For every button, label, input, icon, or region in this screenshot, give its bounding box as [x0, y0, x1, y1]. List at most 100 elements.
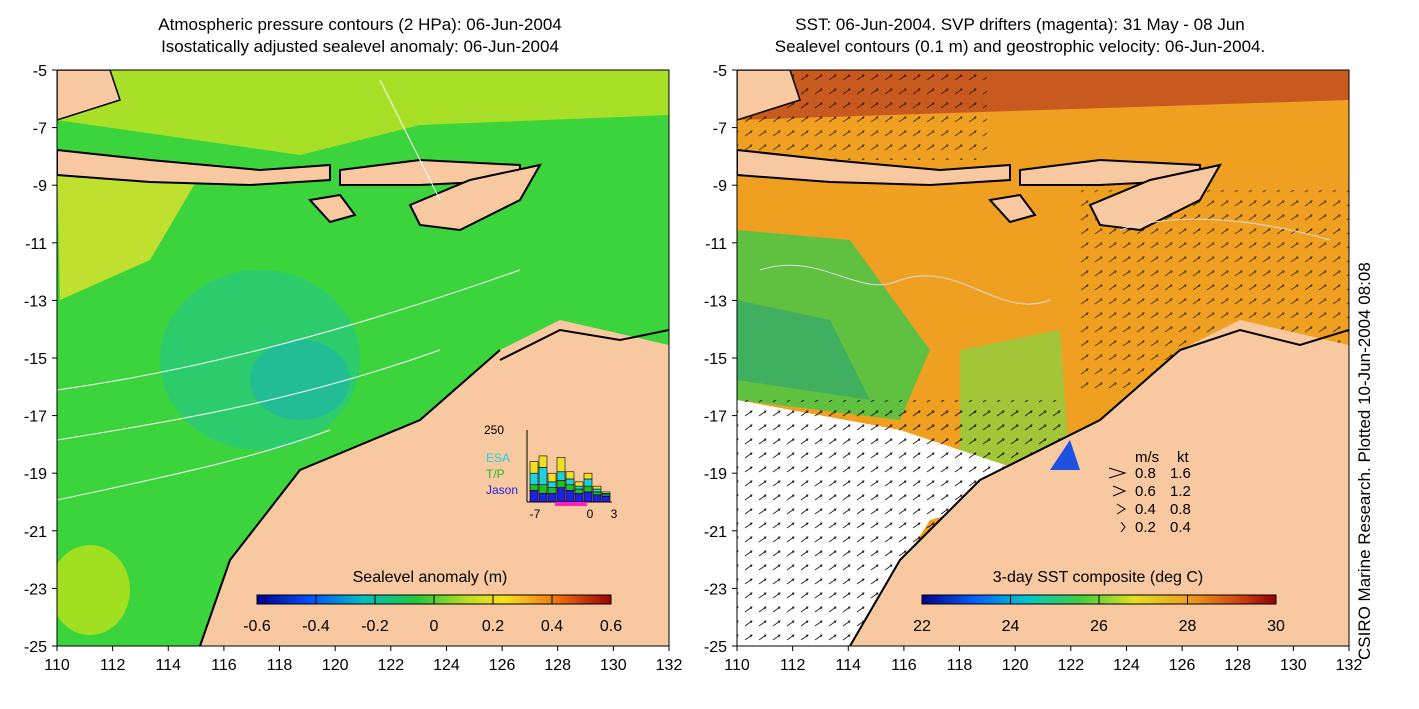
y-tick-label: -25: [24, 639, 47, 656]
inset-bar-gfo: [574, 481, 584, 487]
sumba-island: [308, 193, 357, 224]
colorbar-tick-label: -0.4: [302, 618, 330, 635]
x-tick-label: 114: [156, 657, 182, 674]
x-tick-label: 130: [600, 657, 627, 674]
colorbar-tick-label: -0.2: [361, 618, 389, 635]
y-tick-label: -21: [704, 524, 727, 541]
velocity-legend-ms: 0.2: [1135, 519, 1156, 536]
inset-legend: ESA T/P Jason: [486, 451, 518, 497]
velocity-legend-kt: 0.8: [1170, 501, 1191, 518]
left-title-line2: Isostatically adjusted sealevel anomaly:…: [161, 37, 559, 56]
inset-ymax-label: 250: [484, 423, 504, 437]
colorbar-tick-label: 26: [1090, 618, 1108, 635]
left-map-panel: -5 -7 -9 -11 -13 -15 -17 -19 -21 -23 -25 110 112 114…: [24, 63, 683, 674]
sst-colorbar-label: 3-day SST composite (deg C): [993, 569, 1203, 586]
x-tick-label: 114: [836, 657, 862, 674]
timor-island: [408, 163, 542, 232]
y-tick-label: -13: [24, 293, 47, 310]
velocity-legend-arrow: [1116, 503, 1126, 515]
y-tick-label: -5: [713, 63, 727, 80]
velocity-legend-ms-header: m/s: [1135, 449, 1159, 466]
x-tick-label: 124: [1113, 657, 1140, 674]
y-tick-label: -15: [24, 351, 47, 368]
y-tick-label: -13: [704, 293, 727, 310]
x-tick-label: 130: [1280, 657, 1307, 674]
altimeter-inset: 250 ESA T/P Jason -7 0 3: [484, 423, 618, 521]
x-tick-label: 112: [780, 657, 806, 674]
right-title-line2: Sealevel contours (0.1 m) and geostrophi…: [774, 37, 1266, 56]
colorbar-tick-label: -0.6: [243, 618, 271, 635]
sla-colorbar-ticks: -0.6 -0.4 -0.2 0 0.2 0.4 0.6: [243, 595, 622, 635]
velocity-legend-kt: 1.2: [1170, 483, 1191, 500]
sealevel-contour-1: [759, 264, 1051, 305]
velocity-legend-ms: 0.6: [1135, 483, 1156, 500]
inset-drifter-range: [555, 502, 587, 506]
australia-coast-sst: [849, 328, 1349, 646]
inset-bar-gfo: [529, 461, 539, 474]
y-tick-label: -15: [704, 351, 727, 368]
velocity-legend-arrow: [1112, 485, 1127, 497]
x-tick-label: 122: [1057, 657, 1084, 674]
y-tick-label: -7: [713, 121, 727, 138]
right-title-line1: SST: 06-Jun-2004. SVP drifters (magenta)…: [795, 15, 1245, 34]
velocity-legend-arrow: [1120, 521, 1126, 533]
y-tick-label: -19: [704, 466, 727, 483]
x-tick-label: 118: [947, 657, 973, 674]
y-tick-label: -9: [33, 178, 47, 195]
pressure-contour-2: [57, 349, 441, 441]
x-tick-label: 126: [1169, 657, 1196, 674]
sealevel-contour-2: [1119, 218, 1331, 241]
inset-x-ticks: -7 0 3: [530, 507, 618, 521]
x-tick-label: 126: [489, 657, 516, 674]
inset-bar-gfo: [547, 472, 557, 483]
inset-bar-gfo: [556, 457, 566, 473]
inset-x-tick-label: 3: [611, 507, 618, 521]
sla-lime-west: [57, 160, 200, 300]
left-x-axis: 110 112 114 116 118 120 122 124 126 128 130 132: [44, 646, 682, 674]
colorbar-tick-label: 22: [913, 618, 931, 635]
pressure-contour-1: [57, 269, 521, 391]
sla-lime-north: [57, 70, 669, 155]
x-tick-label: 120: [1002, 657, 1029, 674]
australia-land-sst: [850, 320, 1349, 646]
left-map-area: [57, 70, 669, 646]
sst-colorbar-ticks: 22 24 26 28 30: [913, 595, 1285, 635]
inset-legend-jason: Jason: [486, 483, 518, 497]
x-tick-label: 132: [1336, 657, 1363, 674]
inset-bar-gfo: [565, 471, 575, 480]
colorbar-tick-label: 30: [1267, 618, 1285, 635]
right-y-axis: -5 -7 -9 -11 -13 -15 -17 -19 -21 -23 -25: [704, 63, 737, 656]
x-tick-label: 122: [377, 657, 404, 674]
inset-x-tick-label: -7: [530, 507, 541, 521]
velocity-legend: m/s kt 0.8 1.60.6 1.20.4 0.80.2 0.4: [1108, 449, 1191, 536]
y-tick-label: -21: [24, 524, 47, 541]
sla-teal-core: [250, 340, 350, 420]
left-title-line1: Atmospheric pressure contours (2 HPa): 0…: [158, 15, 562, 34]
colorbar-tick-label: 24: [1002, 618, 1020, 635]
x-tick-label: 128: [544, 657, 571, 674]
y-tick-label: -23: [704, 581, 727, 598]
y-tick-label: -19: [24, 466, 47, 483]
java-bali-islands-sst: [737, 148, 1011, 187]
australia-coast-north: [499, 328, 669, 361]
sla-lime-south: [57, 545, 130, 635]
velocity-legend-rows: 0.8 1.60.6 1.20.4 0.80.2 0.4: [1108, 465, 1191, 536]
y-tick-label: -25: [704, 639, 727, 656]
colorbar-tick-label: 28: [1179, 618, 1197, 635]
colorbar-tick-label: 0.2: [482, 618, 504, 635]
x-tick-label: 118: [267, 657, 293, 674]
y-tick-label: -9: [713, 178, 727, 195]
x-tick-label: 116: [891, 657, 917, 674]
x-tick-label: 116: [211, 657, 237, 674]
x-tick-label: 128: [1224, 657, 1251, 674]
left-title: Atmospheric pressure contours (2 HPa): 0…: [0, 14, 720, 58]
x-tick-label: 112: [100, 657, 126, 674]
sst-cool-west-core: [737, 300, 870, 400]
x-tick-label: 110: [44, 657, 70, 674]
inset-legend-esa: ESA: [486, 451, 510, 465]
credit-text: CSIRO Marine Research. Plotted 10-Jun-20…: [1355, 262, 1374, 660]
x-tick-label: 132: [656, 657, 683, 674]
velocity-legend-ms: 0.8: [1135, 465, 1156, 482]
inset-bar-gfo: [592, 485, 602, 490]
